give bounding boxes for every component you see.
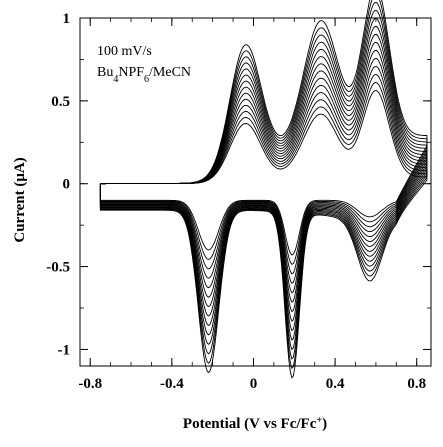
cv-scan-line: [99, 9, 428, 351]
x-tick-label: -0.4: [160, 376, 184, 392]
axis-ticks: [80, 17, 431, 366]
annotation-scan-rate: 100 mV/s: [97, 44, 152, 59]
y-tick-label: 0.5: [51, 94, 70, 110]
tick-labels: -0.8 -0.4 0 0.4 0.8 -1 -0.5 0 0.5 1: [46, 11, 426, 392]
cv-scan-line: [99, 42, 428, 313]
y-tick-label: 1: [63, 11, 71, 27]
x-tick-label: 0.8: [407, 376, 426, 392]
y-tick-label: -1: [58, 342, 71, 358]
annotation-electrolyte: Bu4NPF6/MeCN: [97, 65, 191, 85]
plot-frame: [79, 17, 432, 367]
cv-scan-line: [99, 58, 428, 294]
y-tick-label: -0.5: [46, 260, 70, 276]
x-axis-label: Potential (V vs Fc/Fc+): [183, 415, 327, 433]
y-axis-label: Current (μA): [12, 157, 28, 242]
x-tick-label: 0.4: [326, 376, 345, 392]
x-tick-label: -0.8: [78, 376, 102, 392]
cv-curves: [99, 0, 428, 379]
y-tick-label: 0: [63, 177, 71, 193]
cv-scan-line: [99, 0, 428, 379]
x-tick-label: 0: [250, 376, 258, 392]
